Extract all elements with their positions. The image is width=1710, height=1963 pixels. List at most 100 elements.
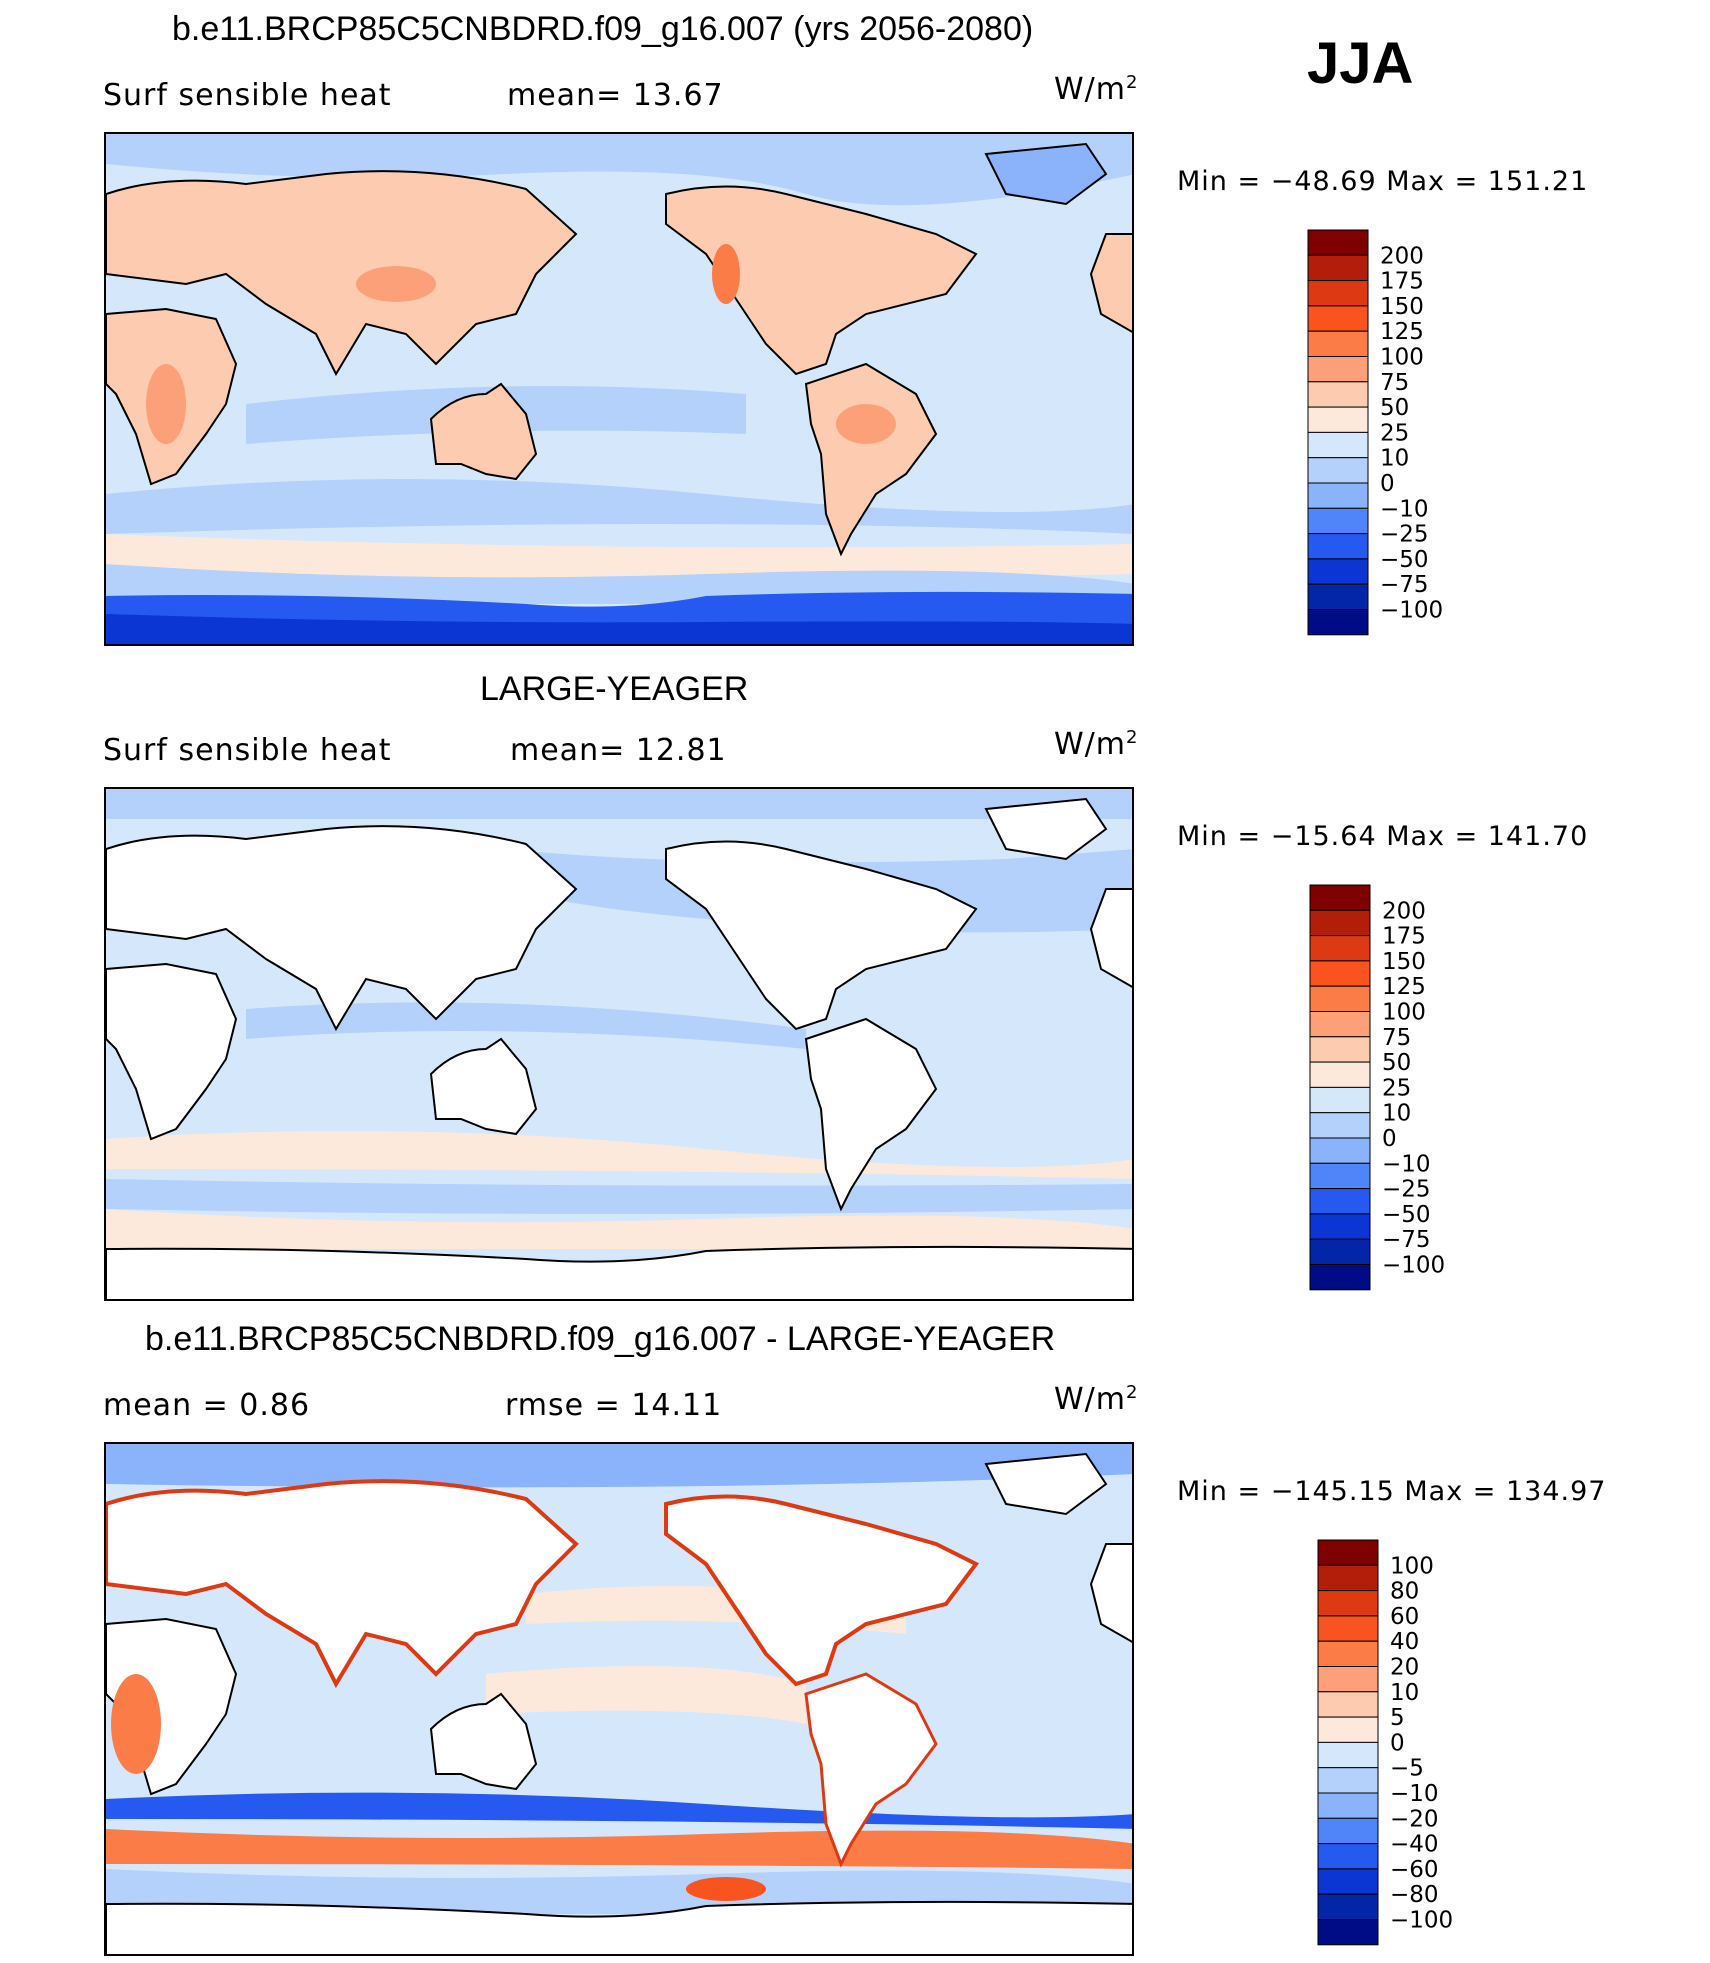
panel1-units: W/m2 <box>1054 72 1139 107</box>
hotspot-asia <box>356 266 436 302</box>
colorbar-swatch <box>1307 305 1369 332</box>
eurasia-land <box>106 1479 579 1689</box>
colorbar-tick-label: −20 <box>1390 1806 1439 1832</box>
colorbar-tick-label: 150 <box>1382 949 1426 975</box>
hotspot-sa <box>836 404 896 444</box>
colorbar-tick-label: 25 <box>1382 1075 1411 1101</box>
colorbar-tick-label: 0 <box>1390 1730 1405 1756</box>
colorbar-tick-label: 50 <box>1380 395 1409 421</box>
colorbar-tick-label: 100 <box>1390 1553 1434 1579</box>
colorbar-tick-label: −25 <box>1380 522 1429 548</box>
antarctic-core <box>106 614 1132 644</box>
colorbar-swatch <box>1309 909 1371 937</box>
colorbar-swatch <box>1309 935 1371 962</box>
colorbar-tick-label: −75 <box>1382 1227 1431 1253</box>
panel1-mean-label: mean= 13.67 <box>507 78 724 113</box>
panel2-map <box>104 787 1134 1301</box>
colorbar-swatch <box>1317 1843 1379 1870</box>
australia-land <box>429 1037 538 1136</box>
panel3-map <box>104 1442 1134 1956</box>
colorbar-swatch <box>1309 1137 1371 1164</box>
colorbar-tick-label: −60 <box>1390 1857 1439 1883</box>
colorbar-swatch <box>1307 558 1369 585</box>
colorbar-swatch <box>1317 1691 1379 1718</box>
eurasia-land <box>106 825 578 1032</box>
colorbar-tick-label: −10 <box>1380 496 1429 522</box>
colorbar-swatch <box>1317 1666 1379 1693</box>
main-title: b.e11.BRCP85C5CNBDRD.f09_g16.007 (yrs 20… <box>172 10 1034 48</box>
south-america-land <box>804 1017 938 1212</box>
australia-land <box>429 382 538 481</box>
panel3-map-svg <box>106 1444 1132 1954</box>
colorbar-swatch <box>1307 482 1369 509</box>
antarctica-land <box>106 1245 1132 1299</box>
colorbar-swatch <box>1307 583 1369 611</box>
panel2-title: LARGE-YEAGER <box>480 670 749 708</box>
colorbar-swatch <box>1317 1868 1379 1895</box>
panel2-colorbar: 200 175 150 125 100 75 50 25 10 0 −10 −25 −50 −75 −100 <box>1309 884 1470 1300</box>
colorbar-tick-label: 50 <box>1382 1050 1411 1076</box>
panel1-variable-label: Surf sensible heat <box>103 78 392 113</box>
south-america-land <box>804 362 938 557</box>
ocean-band-warm <box>106 1131 1132 1179</box>
colorbar-swatch <box>1317 1919 1379 1946</box>
hotspot-africa <box>146 364 186 444</box>
colorbar-swatch <box>1309 1112 1371 1139</box>
colorbar-swatch <box>1307 533 1369 560</box>
colorbar-tick-label: −75 <box>1380 572 1429 598</box>
colorbar-swatch <box>1309 1264 1371 1291</box>
colorbar-swatch <box>1317 1792 1379 1819</box>
colorbar-swatch <box>1317 1817 1379 1845</box>
colorbar-swatch <box>1309 1162 1371 1190</box>
colorbar-swatch <box>1309 960 1371 987</box>
arctic-band <box>106 1444 1132 1488</box>
colorbar-swatch <box>1309 1238 1371 1266</box>
colorbar-tick-label: −40 <box>1390 1832 1439 1858</box>
colorbar-swatch <box>1317 1893 1379 1921</box>
colorbar-swatch <box>1309 1061 1371 1088</box>
hotspot-na-west <box>712 244 740 304</box>
ocean-band-2 <box>106 1179 1132 1214</box>
colorbar-tick-label: 200 <box>1380 243 1424 269</box>
arctic-band <box>106 789 1132 819</box>
panel2-map-svg <box>106 789 1132 1299</box>
southern-cold-band <box>106 1792 1132 1829</box>
colorbar-tick-label: 60 <box>1390 1604 1419 1630</box>
colorbar-swatch <box>1309 884 1371 911</box>
antarctica-land <box>106 1900 1132 1954</box>
panel2-units: W/m2 <box>1054 727 1139 762</box>
colorbar-tick-label: 150 <box>1380 294 1424 320</box>
colorbar-tick-label: −50 <box>1380 547 1429 573</box>
colorbar-tick-label: 125 <box>1380 319 1424 345</box>
colorbar-swatch <box>1307 609 1369 636</box>
colorbar-swatch <box>1307 280 1369 307</box>
southern-ocean-band <box>106 534 1132 579</box>
panel2-mean-label: mean= 12.81 <box>510 733 727 768</box>
colorbar-tick-label: 100 <box>1380 345 1424 371</box>
colorbar-swatch <box>1317 1564 1379 1592</box>
panel1-map <box>104 132 1134 646</box>
colorbar-tick-label: 200 <box>1382 898 1426 924</box>
colorbar-swatch <box>1307 254 1369 282</box>
ocean-band-2 <box>106 479 1132 534</box>
panel3-units: W/m2 <box>1054 1382 1139 1417</box>
north-america-land <box>665 185 978 376</box>
australia-land <box>429 1692 538 1791</box>
colorbar-tick-label: 20 <box>1390 1655 1419 1681</box>
ocean-band-1 <box>246 1002 806 1049</box>
panel3-rmse-label: rmse = 14.11 <box>505 1388 723 1423</box>
panel1-map-svg <box>106 134 1132 644</box>
colorbar-tick-label: 10 <box>1380 446 1409 472</box>
colorbar-tick-label: −100 <box>1380 598 1443 624</box>
colorbar-swatch <box>1317 1590 1379 1617</box>
colorbar-tick-label: −80 <box>1390 1882 1439 1908</box>
hotspot-africa-west <box>111 1674 161 1774</box>
africa-east-edge <box>1089 1543 1132 1643</box>
season-label: JJA <box>1307 31 1414 96</box>
panel3-minmax: Min = −145.15 Max = 134.97 <box>1177 1476 1607 1507</box>
africa-east-edge <box>1089 233 1132 333</box>
hotspot-southern <box>686 1877 766 1901</box>
colorbar-swatch <box>1317 1767 1379 1794</box>
